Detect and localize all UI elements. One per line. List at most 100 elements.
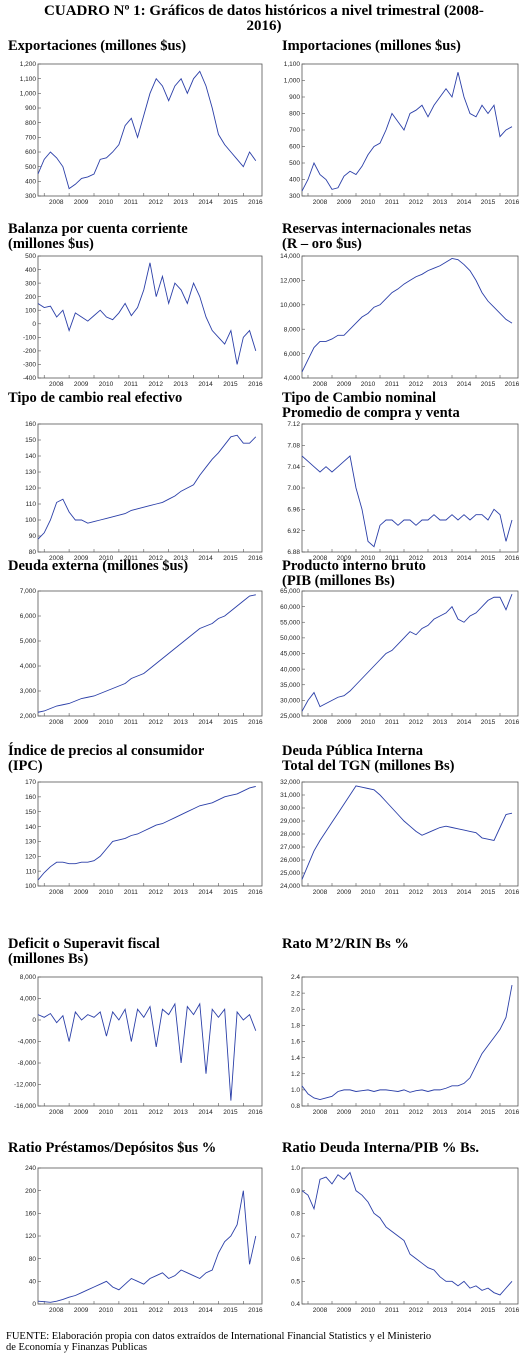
- y-tick-label: 7.08: [287, 443, 300, 450]
- x-tick-label: 2009: [337, 381, 352, 388]
- x-tick-label: 2013: [173, 1307, 188, 1314]
- x-tick-label: 2016: [505, 381, 520, 388]
- y-tick-label: 400: [289, 177, 300, 184]
- x-tick-label: 2013: [173, 889, 188, 896]
- y-tick-label: 1,000: [284, 78, 301, 85]
- chart: Tipo de cambio real efectivo 80 90 100 110 12…: [8, 390, 263, 562]
- y-tick-label: 1,200: [20, 61, 37, 68]
- x-tick-label: 2008: [313, 889, 328, 896]
- x-tick-label: 2009: [337, 719, 352, 726]
- x-tick-label: 2009: [74, 555, 89, 562]
- chart-title: Producto interno bruto: [282, 558, 426, 574]
- x-tick-label: 2011: [124, 1109, 138, 1116]
- x-tick-label: 2013: [433, 889, 448, 896]
- chart-title: Deuda externa (millones $us): [8, 558, 188, 574]
- y-tick-label: 2.0: [291, 1006, 300, 1013]
- x-tick-label: 2013: [433, 1307, 448, 1314]
- x-tick-label: 2009: [74, 199, 89, 206]
- y-tick-label: 100: [25, 517, 36, 524]
- x-tick-label: 2015: [223, 889, 238, 896]
- chart-title: Ratio Deuda Interna/PIB % Bs.: [282, 1140, 479, 1156]
- y-tick-label: 28,000: [280, 831, 300, 838]
- y-tick-label: 600: [25, 149, 36, 156]
- y-tick-label: 0.4: [291, 1301, 300, 1308]
- y-tick-label: 110: [26, 868, 37, 875]
- y-tick-label: 130: [25, 839, 36, 846]
- y-tick-label: 1,000: [20, 91, 37, 98]
- x-tick-label: 2009: [74, 381, 89, 388]
- data-line: [301, 257, 513, 373]
- plot-frame: [37, 255, 263, 379]
- x-tick-label: 2016: [248, 1109, 263, 1116]
- x-tick-label: 2009: [337, 555, 352, 562]
- chart: Rato M’2/RIN Bs % 0.8 1.0 1.2 1.4 1.6 1.8 2.0 2.…: [282, 936, 520, 1116]
- y-tick-label: -16,000: [14, 1103, 36, 1110]
- y-tick-label: 500: [289, 160, 300, 167]
- y-tick-label: 100: [25, 883, 36, 890]
- x-tick-label: 2012: [409, 555, 424, 562]
- y-tick-label: 1.0: [291, 1165, 300, 1172]
- y-tick-label: 300: [25, 193, 36, 200]
- y-tick-label: -400: [23, 375, 36, 382]
- y-tick-label: 200: [25, 294, 36, 301]
- data-line: [301, 984, 513, 1101]
- data-line: [301, 785, 513, 880]
- x-tick-label: 2010: [361, 555, 376, 562]
- x-tick-label: 2012: [409, 381, 424, 388]
- y-tick-label: 25,000: [280, 870, 300, 877]
- y-tick-label: 26,000: [280, 857, 300, 864]
- y-tick-label: 30,000: [280, 805, 300, 812]
- y-tick-label: 29,000: [280, 818, 300, 825]
- x-tick-label: 2008: [49, 889, 64, 896]
- x-tick-label: 2010: [361, 1109, 376, 1116]
- x-tick-label: 2014: [457, 199, 472, 206]
- x-tick-label: 2014: [198, 555, 213, 562]
- y-tick-label: 8,000: [20, 974, 37, 981]
- x-tick-label: 2013: [173, 555, 188, 562]
- x-tick-label: 2016: [505, 199, 520, 206]
- chart-title: Índice de precios al consumidor: [8, 742, 205, 759]
- x-tick-label: 2015: [481, 381, 496, 388]
- chart-title: (IPC): [8, 758, 43, 774]
- x-tick-label: 2014: [198, 199, 213, 206]
- x-tick-label: 2016: [505, 889, 520, 896]
- x-tick-label: 2010: [99, 555, 114, 562]
- x-tick-label: 2011: [385, 555, 399, 562]
- y-tick-label: -12,000: [14, 1082, 36, 1089]
- y-tick-label: 700: [289, 127, 300, 134]
- y-tick-label: 6.88: [287, 549, 300, 556]
- plot-frame: [37, 590, 263, 717]
- x-tick-label: 2010: [361, 381, 376, 388]
- x-tick-label: 2013: [433, 555, 448, 562]
- x-tick-label: 2010: [99, 381, 114, 388]
- x-tick-label: 2013: [433, 1109, 448, 1116]
- x-tick-label: 2015: [223, 381, 238, 388]
- y-tick-label: 6,000: [20, 613, 37, 620]
- y-tick-label: 24,000: [280, 883, 300, 890]
- x-tick-label: 2008: [49, 1307, 64, 1314]
- x-tick-label: 2011: [385, 889, 399, 896]
- x-tick-label: 2014: [457, 555, 472, 562]
- y-tick-label: 120: [25, 485, 36, 492]
- y-tick-label: 25,000: [280, 713, 300, 720]
- y-tick-label: 7.12: [287, 421, 300, 428]
- chart: Balanza por cuenta corriente(millones $u…: [8, 221, 263, 388]
- chart: Reservas internacionales netas(R – oro $…: [280, 221, 520, 388]
- y-tick-label: 1.4: [291, 1055, 300, 1062]
- y-tick-label: 200: [25, 1188, 36, 1195]
- x-tick-label: 2013: [433, 199, 448, 206]
- y-tick-label: 45,000: [280, 651, 300, 658]
- chart: Ratio Préstamos/Depósitos $us % 0 40 80 120 1…: [8, 1140, 263, 1314]
- y-tick-label: 8,000: [284, 326, 301, 333]
- x-tick-label: 2011: [124, 889, 138, 896]
- x-tick-label: 2012: [149, 1109, 164, 1116]
- page-title: CUADRO Nº 1: Gráficos de datos histórico…: [44, 3, 484, 19]
- chart: Deuda externa (millones $us) 2,000 3,000 4,…: [8, 558, 263, 726]
- y-tick-label: 800: [289, 111, 300, 118]
- chart-title: Balanza por cuenta corriente: [8, 221, 188, 237]
- y-tick-label: 0.6: [291, 1256, 300, 1263]
- y-tick-label: 1,100: [284, 61, 301, 68]
